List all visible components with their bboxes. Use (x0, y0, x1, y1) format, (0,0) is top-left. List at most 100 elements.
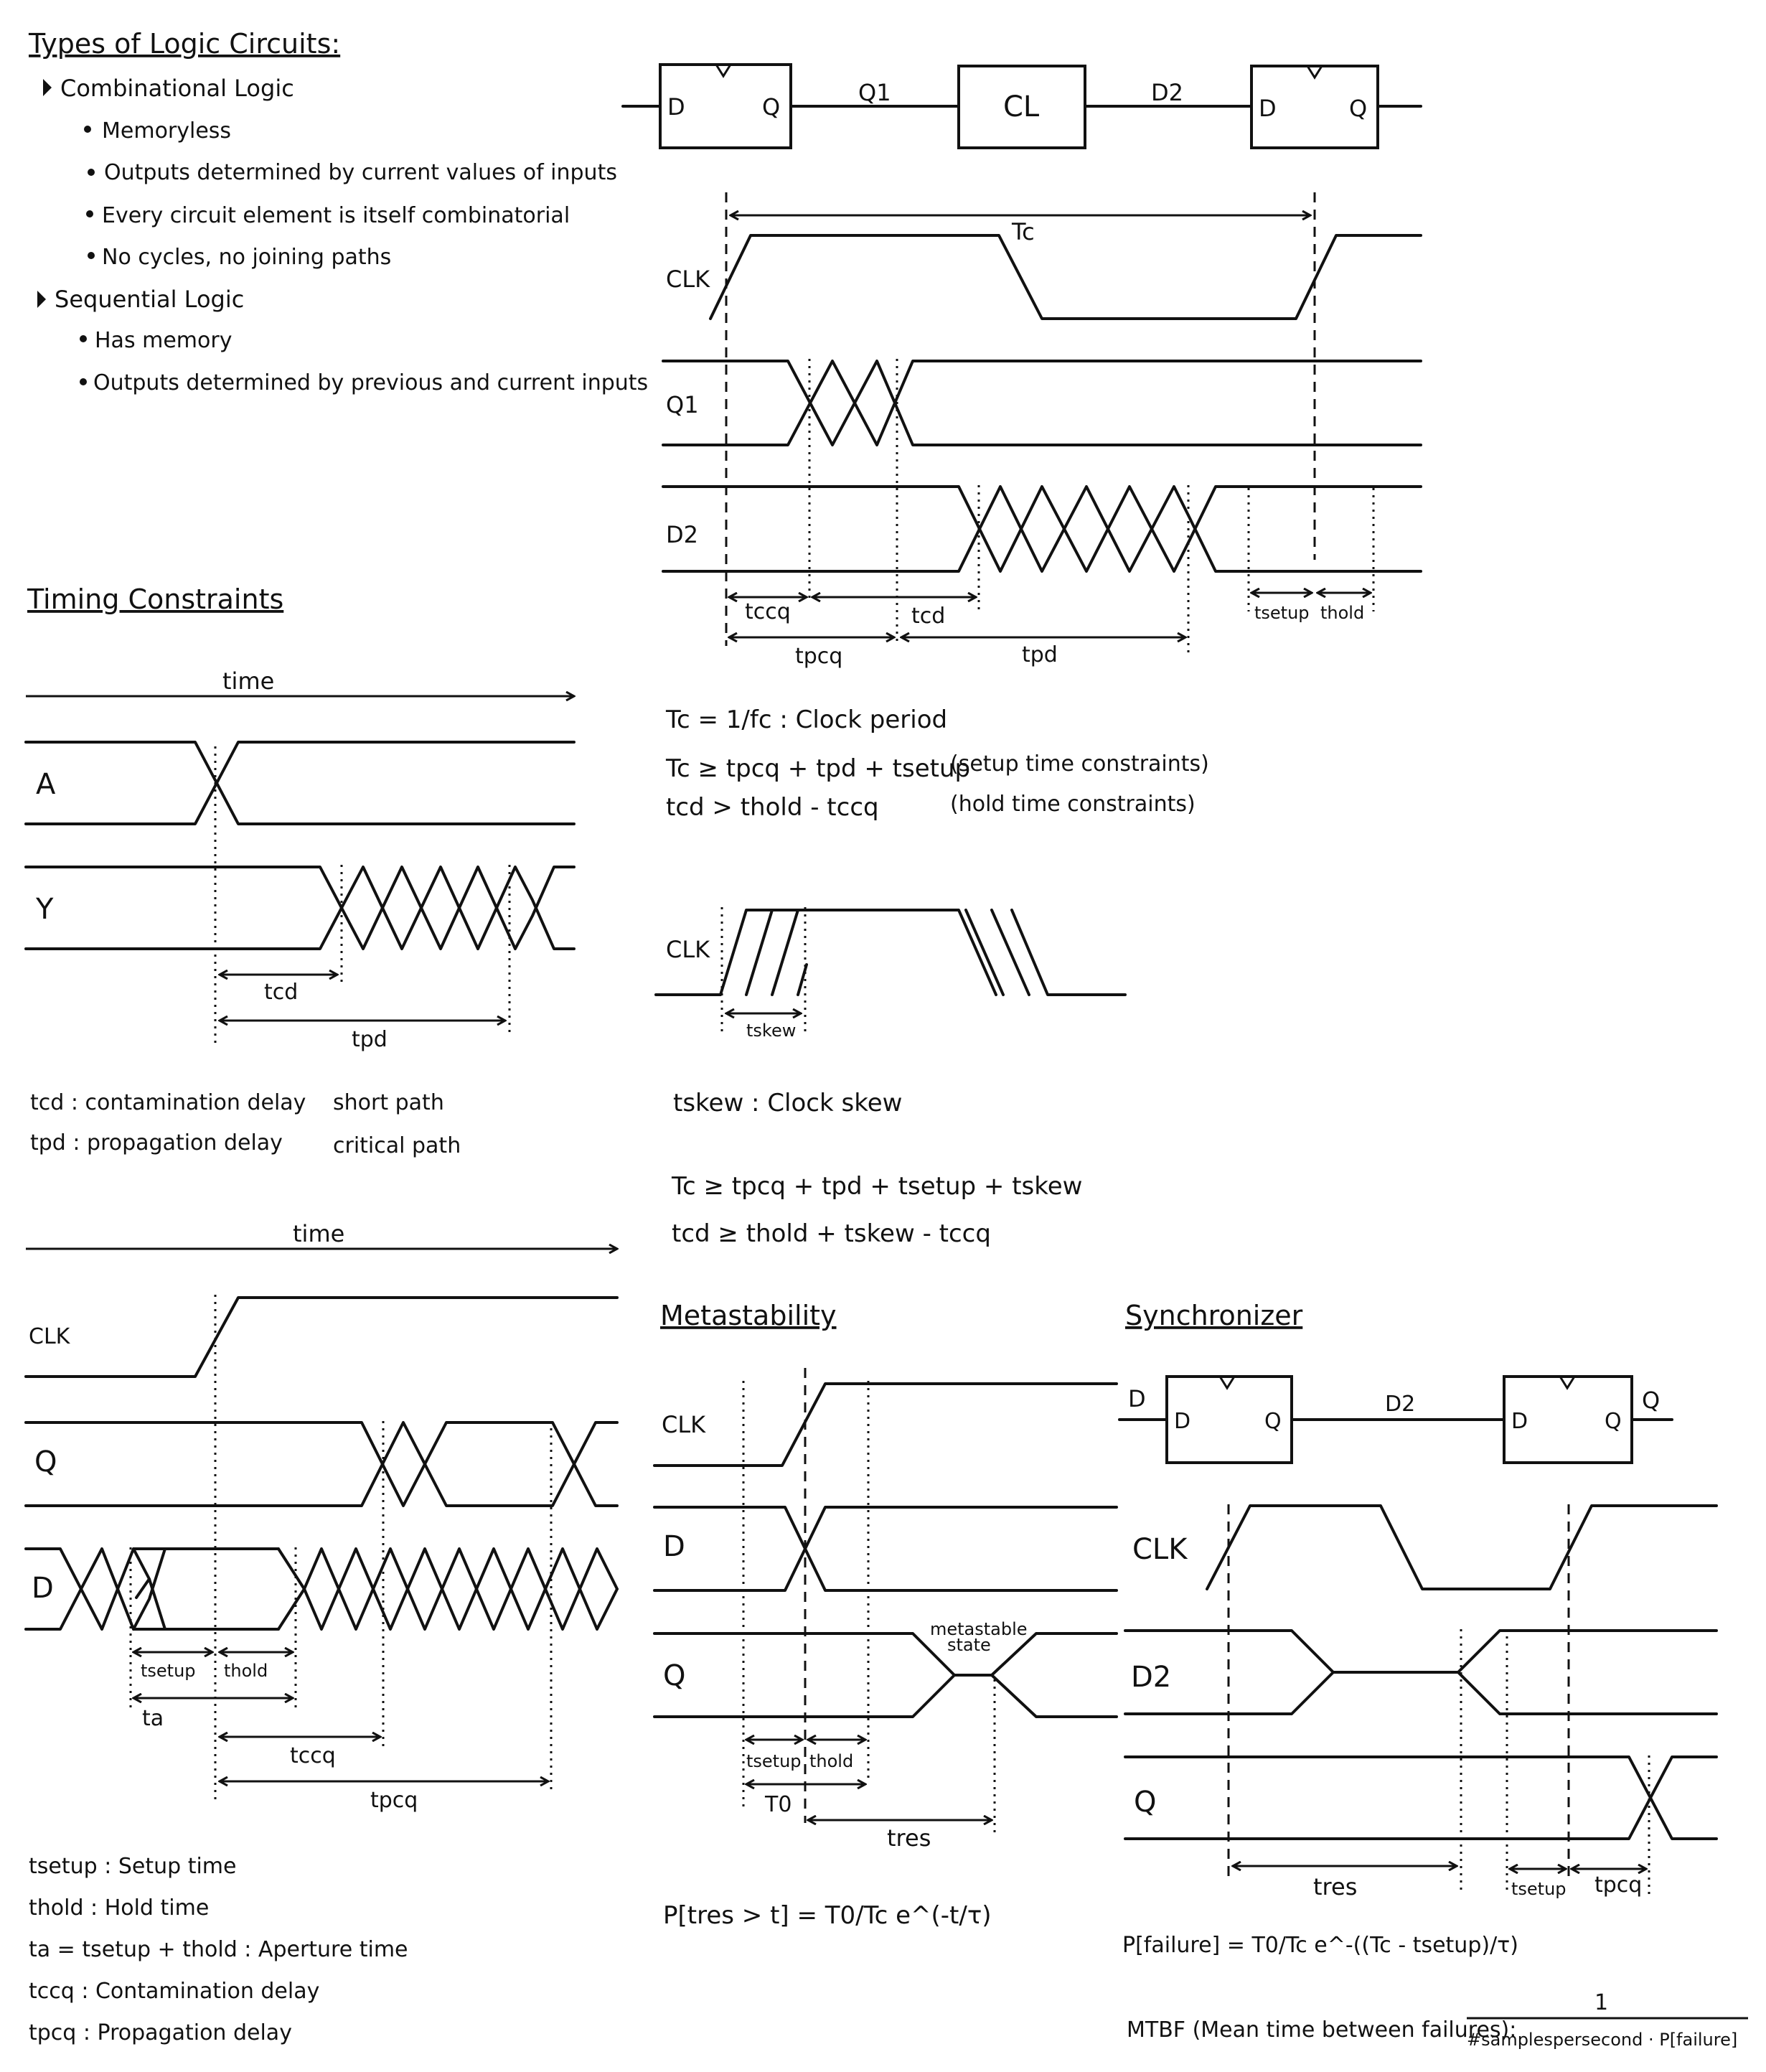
setup-constraint-note: (setup time constraints) (950, 751, 1209, 777)
metastable-label: metastable (930, 1619, 1028, 1639)
setup-constraint-eq: Tc ≥ tpcq + tpd + tsetup (665, 754, 970, 783)
meta-clk-waveform (653, 1382, 1118, 1467)
sh-ta-label: ta (142, 1706, 164, 1731)
tcd-label: tcd (911, 604, 945, 629)
comb-bullet-4: No cycles, no joining paths (102, 245, 391, 270)
q1-waveform (662, 360, 1422, 446)
seq-bullet-1: Has memory (95, 328, 232, 353)
mtbf-numerator: 1 (1594, 1990, 1608, 2015)
ff1-q-label: Q (762, 93, 780, 121)
triangle-bullet-icon (37, 291, 46, 308)
comb-bullet-3: Every circuit element is itself combinat… (102, 203, 570, 228)
meta-section: Metastability CLK D Q metastable state t… (653, 1300, 1118, 1930)
timing-section: Timing Constraints time A Y tcd tpd tcd … (24, 583, 576, 1158)
sh-thold-label: thold (224, 1661, 268, 1681)
setuphold-section: time CLK Q D tsetup thold ta tccq tpcq t… (24, 1220, 619, 2045)
sh-tccq-label: tccq (290, 1743, 336, 1768)
meta-clk-label: CLK (662, 1411, 706, 1438)
sh-d-waveform (24, 1547, 619, 1631)
time-axis-label-2: time (293, 1220, 344, 1247)
sync-tpcq-label: tpcq (1594, 1872, 1642, 1898)
bullet-dot-icon (88, 252, 95, 259)
tskew-label: tskew (746, 1021, 796, 1041)
a-signal-label: A (36, 768, 56, 801)
bullet-dot-icon (80, 378, 87, 385)
d2-signal-label: D2 (666, 521, 698, 548)
skew-clk-waveform (654, 909, 1127, 996)
hold-constraint-note: (hold time constraints) (950, 792, 1196, 817)
sh-tsetup-label: tsetup (141, 1661, 196, 1681)
sync-d2-signal-label: D2 (1131, 1661, 1171, 1694)
sync-d2-label: D2 (1385, 1392, 1415, 1417)
sync-ff2-q: Q (1605, 1409, 1622, 1434)
combinational-title: Combinational Logic (60, 75, 294, 102)
y-tpd-label: tpd (352, 1027, 388, 1052)
skew-section: CLK tskew tskew : Clock skew Tc ≥ tpcq +… (654, 907, 1127, 1248)
ff1-d-label: D (667, 93, 685, 121)
critical-path-note: critical path (333, 1133, 461, 1158)
meta-t0-label: T0 (764, 1792, 792, 1817)
tccq-label: tccq (745, 599, 791, 624)
meta-thold-label: thold (809, 1751, 853, 1771)
sync-q-waveform (1124, 1755, 1718, 1840)
meta-d-label: D (663, 1530, 685, 1563)
tpcq-definition: tpcq : Propagation delay (29, 2020, 292, 2045)
comb-bullet-2: Outputs determined by current values of … (104, 160, 617, 185)
clk-signal-label: CLK (666, 266, 710, 293)
flip-flop-2 (1250, 65, 1379, 149)
meta-d-waveform (653, 1506, 1118, 1592)
sh-clk-label: CLK (29, 1324, 71, 1349)
types-heading: Types of Logic Circuits: (28, 28, 340, 60)
sh-q-label: Q (34, 1445, 57, 1478)
sh-d-label: D (32, 1572, 54, 1605)
tcd-definition: tcd : contamination delay (30, 1090, 306, 1115)
ta-definition: ta = tsetup + thold : Aperture time (29, 1937, 408, 1962)
y-signal-label: Y (35, 893, 54, 926)
failure-formula: P[failure] = T0/Tc e^-((Tc - tsetup)/τ) (1122, 1933, 1518, 1958)
comb-bullet-1: Memoryless (102, 118, 231, 144)
q1-signal-label: Q1 (666, 391, 699, 418)
bullet-dot-icon (84, 126, 91, 133)
sync-ff1-d: D (1174, 1409, 1190, 1434)
bullet-dot-icon (86, 210, 93, 217)
meta-q-waveform (653, 1632, 1118, 1718)
timing-heading: Timing Constraints (27, 583, 283, 615)
skew-clk-label: CLK (666, 936, 710, 963)
sync-q-signal-label: Q (1134, 1786, 1156, 1819)
sync-clk-label: CLK (1132, 1533, 1188, 1566)
metastability-formula: P[tres > t] = T0/Tc e^(-t/τ) (663, 1901, 992, 1930)
skew-setup-eq: Tc ≥ tpcq + tpd + tsetup + tskew (671, 1172, 1082, 1201)
sh-q-waveform (24, 1421, 619, 1507)
short-path-note: short path (333, 1090, 444, 1115)
q1-wire-label: Q1 (858, 79, 891, 106)
mtbf-label: MTBF (Mean time between failures): (1127, 2017, 1516, 2043)
tccq-definition: tccq : Contamination delay (29, 1979, 319, 2004)
tpcq-label: tpcq (795, 644, 842, 669)
d2-waveform (662, 485, 1422, 573)
tc-label: Tc (1011, 218, 1035, 245)
sync-d2-waveform (1124, 1629, 1718, 1715)
tpd-definition: tpd : propagation delay (30, 1130, 283, 1155)
thold-definition: thold : Hold time (29, 1895, 209, 1921)
time-axis-label: time (222, 667, 274, 695)
tsetup-label: tsetup (1254, 603, 1310, 623)
sequential-title: Sequential Logic (55, 286, 244, 313)
metastability-heading: Metastability (660, 1300, 837, 1331)
sh-clk-waveform (24, 1296, 619, 1378)
sync-flip-flop-2 (1503, 1375, 1633, 1464)
sync-tres-label: tres (1313, 1873, 1357, 1900)
meta-tres-label: tres (887, 1824, 931, 1852)
y-waveform (24, 866, 576, 950)
logic-label: CL (1003, 90, 1040, 123)
bullet-dot-icon (80, 335, 87, 342)
ff2-q-label: Q (1349, 95, 1367, 122)
d2-wire-label: D2 (1151, 79, 1183, 106)
triangle-bullet-icon (43, 79, 52, 96)
synchronizer-heading: Synchronizer (1125, 1300, 1303, 1331)
pipeline-section: D Q Q1 CL D2 D Q Tc CLK Q1 D2 t (621, 63, 1422, 822)
tsetup-definition: tsetup : Setup time (29, 1854, 236, 1879)
state-label: state (947, 1635, 991, 1655)
y-tcd-label: tcd (264, 980, 298, 1005)
clk-waveform (709, 234, 1422, 320)
